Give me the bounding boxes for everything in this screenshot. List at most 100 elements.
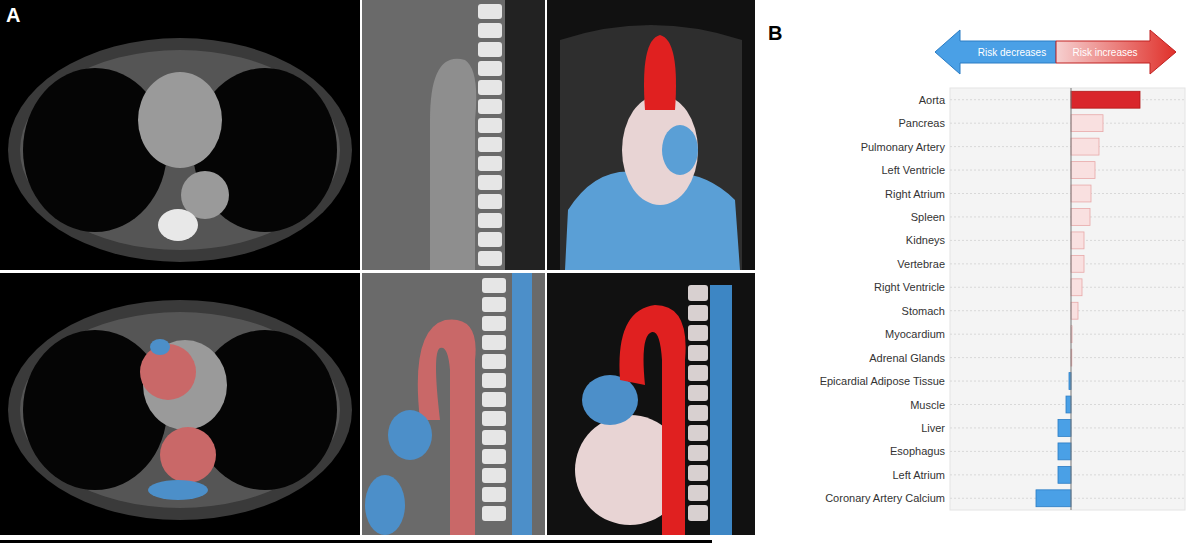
vertebra bbox=[482, 411, 506, 426]
bar bbox=[1071, 138, 1099, 155]
aorta-seg bbox=[160, 427, 216, 483]
grid-line bbox=[950, 287, 1185, 288]
category-label: Kidneys bbox=[906, 234, 946, 246]
bar bbox=[1071, 185, 1091, 202]
vertebra bbox=[478, 156, 502, 171]
category-label: Right Atrium bbox=[885, 188, 945, 200]
vertebra-3d bbox=[688, 305, 708, 321]
vertebra bbox=[478, 61, 502, 76]
vertebra-3d bbox=[688, 325, 708, 341]
bar bbox=[1071, 232, 1084, 249]
seg bbox=[150, 339, 170, 355]
vertebra bbox=[478, 4, 502, 19]
panel-label: B bbox=[768, 22, 782, 44]
vertebra bbox=[482, 506, 506, 521]
vertebra bbox=[482, 278, 506, 293]
grid-line bbox=[950, 193, 1185, 194]
category-label: Pancreas bbox=[899, 117, 946, 129]
category-label: Pulmonary Artery bbox=[861, 141, 946, 153]
vertebra bbox=[478, 118, 502, 133]
aorta-3d bbox=[644, 35, 676, 110]
body-inner bbox=[20, 312, 340, 508]
lung bbox=[23, 68, 167, 232]
annotation: Risk decreases bbox=[978, 47, 1046, 58]
category-label: Aorta bbox=[919, 94, 946, 106]
grid-line bbox=[950, 99, 1185, 100]
category-label: Myocardium bbox=[885, 328, 945, 340]
vertebra-3d bbox=[688, 345, 708, 361]
bar bbox=[1058, 443, 1071, 460]
bar bbox=[1071, 302, 1078, 319]
bar bbox=[1071, 91, 1140, 108]
vertebra-3d bbox=[688, 485, 708, 501]
arrow-decrease bbox=[935, 30, 1056, 74]
vertebra bbox=[482, 335, 506, 350]
body-inner bbox=[20, 50, 340, 250]
bar bbox=[1058, 466, 1071, 483]
vertebra bbox=[478, 137, 502, 152]
vertebra bbox=[478, 23, 502, 38]
vertebra bbox=[478, 194, 502, 209]
bar bbox=[1071, 279, 1082, 296]
aorta-seg bbox=[140, 344, 196, 400]
category-label: Vertebrae bbox=[897, 258, 945, 270]
vertebra bbox=[478, 213, 502, 228]
category-label: Stomach bbox=[902, 305, 945, 317]
aorta-3d bbox=[619, 305, 685, 535]
zero-line bbox=[1071, 88, 1072, 510]
bar bbox=[1036, 490, 1071, 507]
body bbox=[560, 25, 742, 270]
vertebra bbox=[482, 392, 506, 407]
vertebra-3d bbox=[688, 385, 708, 401]
vertebra-3d bbox=[688, 285, 708, 301]
panel-b: Risk decreases Risk increases Aorta Pancrea… bbox=[820, 30, 1185, 510]
bar bbox=[1071, 209, 1090, 226]
atrium-3d bbox=[662, 125, 698, 175]
grid-line bbox=[950, 123, 1185, 124]
vertebra bbox=[478, 42, 502, 57]
vertebra bbox=[482, 297, 506, 312]
vertebra bbox=[478, 175, 502, 190]
back bbox=[505, 0, 545, 270]
bar bbox=[1058, 420, 1071, 437]
grid-line bbox=[950, 334, 1185, 335]
annotation: Risk increases bbox=[1072, 47, 1137, 58]
lung bbox=[23, 330, 167, 490]
category-label: Esophagus bbox=[890, 445, 946, 457]
grid-line bbox=[950, 357, 1185, 358]
vertebra bbox=[482, 373, 506, 388]
vertebra bbox=[482, 430, 506, 445]
bar bbox=[1071, 115, 1103, 132]
category-label: Muscle bbox=[910, 399, 945, 411]
grid-line bbox=[950, 170, 1185, 171]
vertebra-3d bbox=[688, 365, 708, 381]
bar bbox=[1071, 255, 1084, 272]
render-coronal bbox=[547, 0, 755, 270]
category-label: Left Atrium bbox=[892, 469, 945, 481]
mediastinum bbox=[138, 72, 222, 168]
ct-sagittal bbox=[362, 0, 545, 270]
vertebra bbox=[478, 251, 502, 266]
category-label: Adrenal Glands bbox=[869, 352, 945, 364]
render-sagittal bbox=[547, 273, 755, 535]
vertebra-3d bbox=[688, 505, 708, 521]
category-label: Right Ventricle bbox=[874, 281, 945, 293]
muscle-seg bbox=[512, 273, 532, 535]
plot-frame bbox=[950, 88, 1185, 510]
vertebra-3d bbox=[688, 465, 708, 481]
atrium-3d bbox=[582, 375, 638, 425]
figure: ABRisk decreasesRisk increasesAortaPancr… bbox=[0, 0, 1200, 547]
heart-3d bbox=[622, 95, 698, 205]
vertebra-3d bbox=[688, 425, 708, 441]
vertebra bbox=[478, 232, 502, 247]
bar bbox=[1071, 162, 1095, 179]
grid-line bbox=[950, 240, 1185, 241]
category-label: Epicardial Adipose Tissue bbox=[820, 375, 945, 387]
vertebra bbox=[158, 209, 198, 241]
vertebra bbox=[482, 449, 506, 464]
heart-seg bbox=[388, 410, 432, 460]
body bbox=[8, 38, 352, 262]
grid-line bbox=[950, 146, 1185, 147]
bar bbox=[1066, 396, 1071, 413]
bars bbox=[1036, 91, 1140, 506]
